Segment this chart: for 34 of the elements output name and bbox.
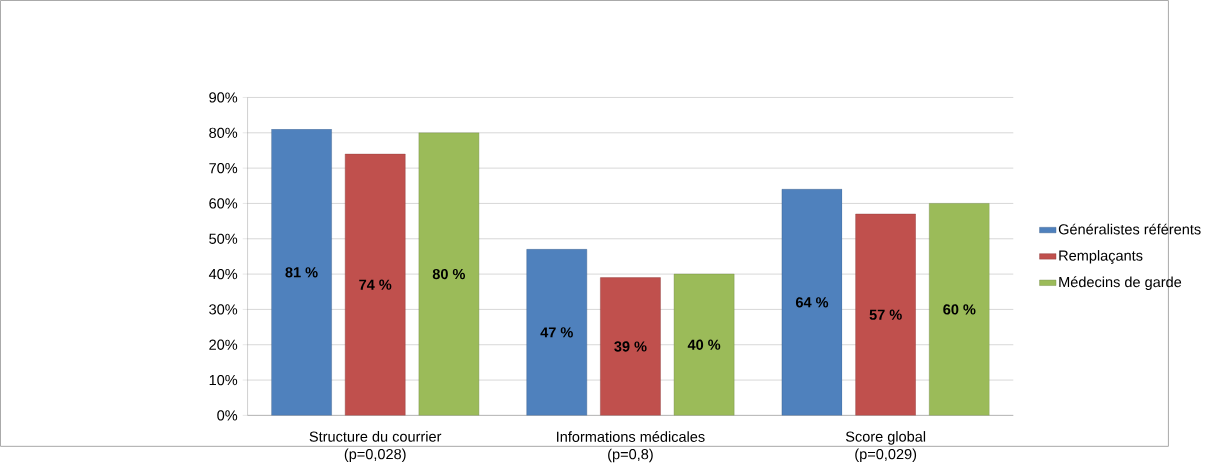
legend-label: Remplaçants [1059,250,1143,264]
data-label: 64 % [795,297,829,308]
y-tick-label: 60% [209,198,238,209]
data-label: 81 % [285,267,318,278]
y-tick-label: 40% [208,268,238,280]
x-tick-label: Score global (p=0,029) [845,431,926,463]
data-label: 40 % [687,339,721,350]
y-tick-label: 70% [209,162,238,174]
bar [929,203,990,416]
bar [271,129,332,416]
data-label: 74 % [359,279,392,290]
y-tick-label: 10% [209,374,238,386]
data-label: 57 % [869,309,902,320]
bar [418,132,480,416]
y-tick-label: 80% [209,127,238,138]
bar [855,213,916,416]
bar [781,189,843,416]
bar [526,249,588,416]
y-tick-label: 50% [209,233,238,244]
data-label: 47 % [540,327,573,338]
bar [673,273,735,416]
y-tick-label: 90% [209,92,238,103]
legend-label: Médecins de garde [1059,276,1182,291]
y-tick-label: 20% [209,339,238,350]
data-label: 39 % [614,341,647,352]
bar [344,153,406,416]
x-tick-label: Structure du courrier (p=0,028) [309,431,442,463]
legend-label: Généralistes référents [1058,223,1201,235]
y-tick-label: 0% [217,410,238,421]
bar [600,277,661,416]
y-tick-label: 30% [209,304,238,315]
x-tick-label: Informations médicales (p=0,8) [557,431,705,463]
data-label: 60 % [943,304,976,315]
data-label: 80 % [432,268,466,280]
